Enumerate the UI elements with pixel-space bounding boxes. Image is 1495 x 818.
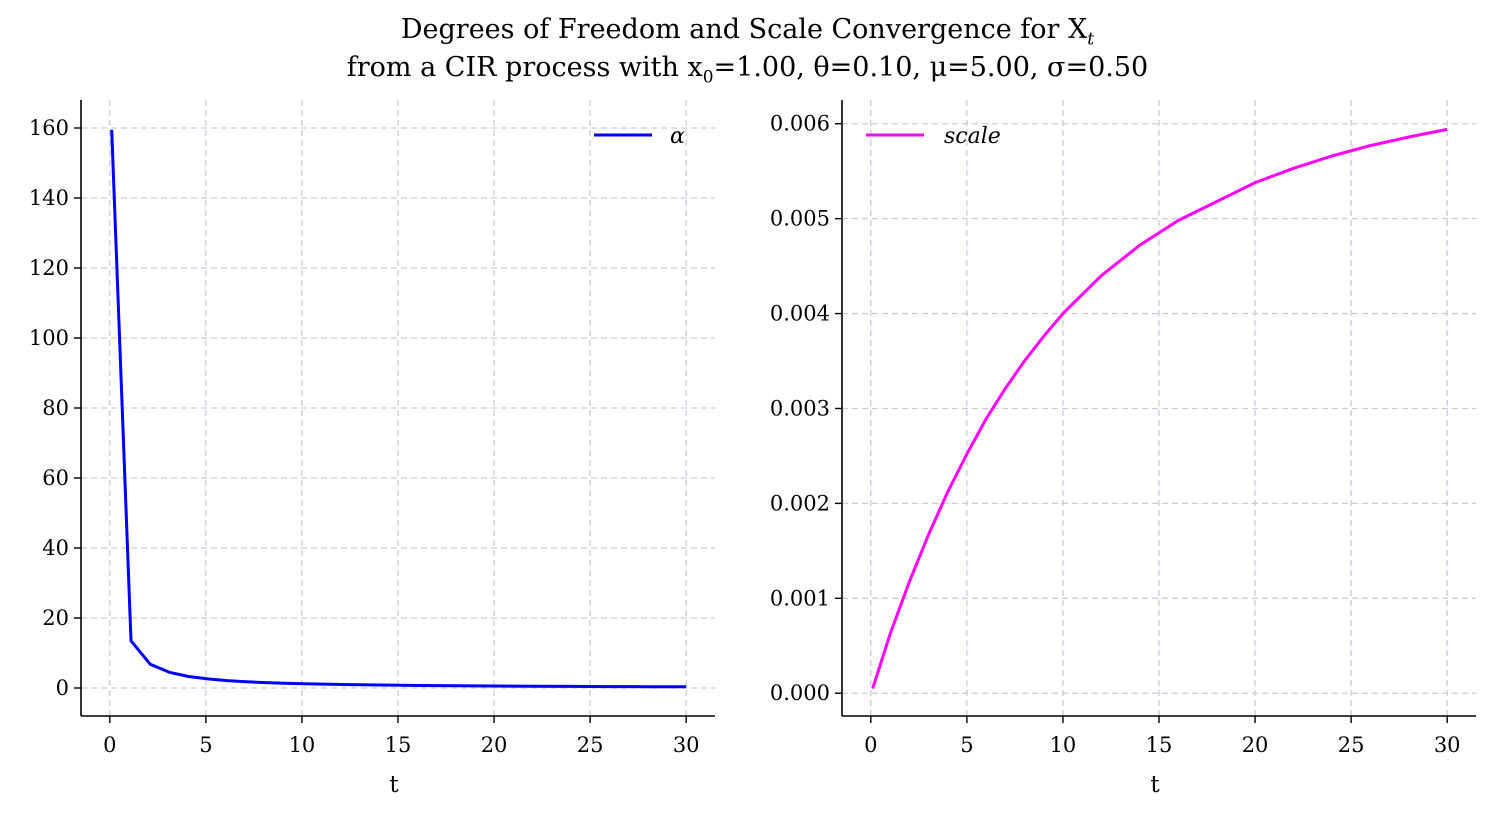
x-tick-label: 15 [385, 733, 412, 757]
x-tick-label: 20 [481, 733, 508, 757]
x-tick-label: 5 [199, 733, 212, 757]
series-line-2 [871, 127, 1448, 689]
y-tick-label: 0.004 [770, 302, 830, 326]
legend-2: scale [866, 124, 1001, 149]
y-tick-label: 0.005 [770, 207, 830, 231]
x-tick-label: 5 [960, 733, 973, 757]
x-tick-label: 15 [1146, 733, 1173, 757]
x-tick-label: 0 [103, 733, 116, 757]
x-tick-label: 25 [577, 733, 604, 757]
x-axis-label: t [1150, 772, 1160, 798]
x-tick-label: 30 [1434, 733, 1461, 757]
y-tick-label: 0 [56, 676, 69, 700]
y-tick-label: 0.001 [770, 586, 830, 610]
legend-label: scale [944, 124, 1001, 149]
x-tick-label: 0 [864, 733, 877, 757]
chart-panel-2: 0 5 10 15 20 25 30 0.000 0.001 0.002 0.003 0.004 0.0… [770, 100, 1476, 798]
legend-label: α [670, 124, 685, 149]
y-tick-label: 0.000 [770, 681, 830, 705]
chart-panel-1: 0 5 10 15 20 25 30 0 20 40 60 80 100 120 140 160 t α [29, 100, 715, 798]
y-tick-label: 100 [29, 326, 69, 350]
y-tick-label: 80 [42, 396, 69, 420]
x-tick-label: 25 [1338, 733, 1365, 757]
chart-title-line-1: Degrees of Freedom and Scale Convergence… [400, 14, 1095, 50]
x-tick-label: 30 [673, 733, 700, 757]
x-tick-label: 20 [1242, 733, 1269, 757]
y-tick-label: 0.003 [770, 396, 830, 420]
legend-1: α [594, 124, 685, 149]
y-tick-label: 0.002 [770, 491, 830, 515]
x-axis-label: t [389, 772, 399, 798]
y-tick-label: 120 [29, 256, 69, 280]
y-tick-label: 160 [29, 116, 69, 140]
y-tick-label: 0.006 [770, 112, 830, 136]
y-tick-label: 40 [42, 536, 69, 560]
series-line-1 [110, 129, 687, 689]
y-tick-label: 140 [29, 186, 69, 210]
chart-title-line-2: from a CIR process with x0=1.00, θ=0.10,… [346, 52, 1149, 88]
y-tick-label: 20 [42, 606, 69, 630]
x-tick-label: 10 [1050, 733, 1077, 757]
x-tick-label: 10 [289, 733, 316, 757]
y-tick-label: 60 [42, 466, 69, 490]
